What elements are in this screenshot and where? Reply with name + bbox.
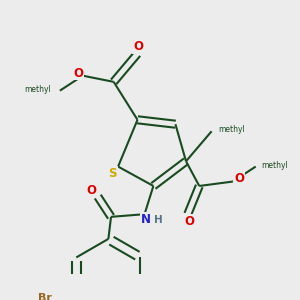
Text: O: O [87, 184, 97, 197]
Text: N: N [141, 213, 151, 226]
Text: methyl: methyl [261, 161, 288, 170]
Text: O: O [74, 67, 83, 80]
Text: O: O [234, 172, 244, 185]
Text: methyl: methyl [24, 85, 51, 94]
Text: methyl: methyl [219, 125, 245, 134]
Text: Br: Br [38, 293, 52, 300]
Text: O: O [134, 40, 143, 53]
Text: H: H [154, 215, 163, 225]
Text: S: S [109, 167, 117, 180]
Text: O: O [184, 215, 194, 228]
